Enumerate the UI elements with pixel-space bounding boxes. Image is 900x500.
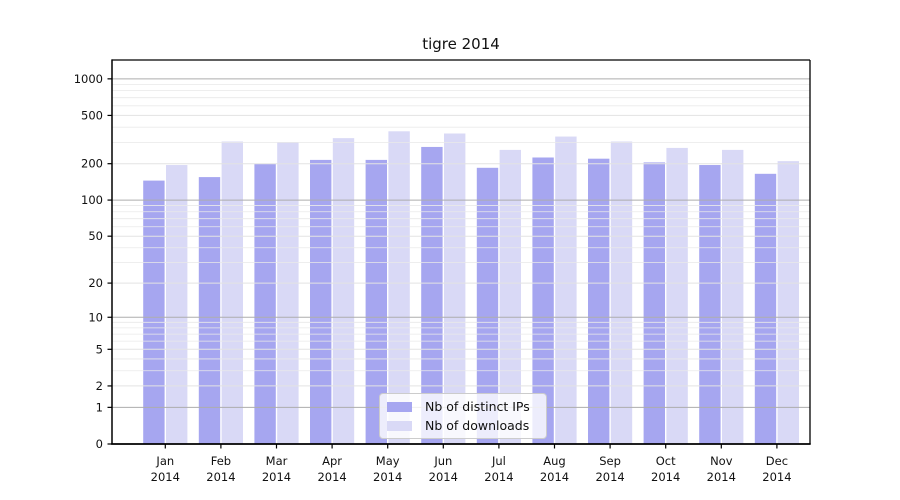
bar-downloads-mar	[277, 142, 299, 444]
ytick-label-1: 1	[96, 400, 103, 414]
bar-downloads-nov	[722, 149, 744, 445]
legend-item-downloads: Nb of downloads	[387, 418, 546, 433]
legend-label-downloads: Nb of downloads	[425, 418, 530, 433]
ytick-label-5: 5	[96, 342, 103, 356]
bar-downloads-apr	[332, 138, 355, 444]
bar-ips-jun	[421, 146, 443, 445]
legend-item-distinct-ips: Nb of distinct IPs	[387, 399, 546, 414]
xtick-label-apr: Apr 2014	[317, 454, 346, 484]
bar-downloads-feb	[221, 141, 243, 444]
xtick-label-jan: Jan 2014	[151, 454, 180, 484]
xtick-label-may: May 2014	[373, 454, 402, 484]
bar-downloads-aug	[555, 136, 577, 445]
ytick-label-10: 10	[88, 310, 103, 324]
bar-downloads-dec	[777, 161, 799, 444]
legend-swatch-downloads	[387, 420, 412, 431]
xtick-label-aug: Aug 2014	[540, 454, 569, 484]
xtick-label-dec: Dec 2014	[762, 454, 791, 484]
bar-ips-mar	[254, 163, 276, 444]
ytick-label-1000: 1000	[74, 72, 103, 86]
ytick-label-0: 0	[96, 437, 103, 451]
legend-swatch-distinct-ips	[387, 401, 412, 412]
ytick-label-50: 50	[88, 229, 103, 243]
ytick-label-20: 20	[88, 276, 103, 290]
bar-ips-jan	[143, 180, 165, 444]
bar-ips-may	[365, 159, 387, 444]
bar-ips-apr	[310, 159, 332, 444]
bar-downloads-oct	[666, 147, 688, 444]
bar-ips-nov	[699, 165, 721, 444]
ytick-label-100: 100	[81, 193, 103, 207]
bar-downloads-sep	[610, 141, 633, 444]
chart-title: tigre 2014	[422, 35, 500, 53]
bar-ips-feb	[198, 177, 221, 444]
bar-ips-jul	[476, 167, 499, 444]
legend-label-distinct-ips: Nb of distinct IPs	[425, 399, 530, 414]
bar-downloads-may	[388, 131, 410, 444]
xtick-label-sep: Sep 2014	[595, 454, 624, 484]
bar-downloads-jan	[166, 165, 188, 444]
xtick-label-feb: Feb 2014	[206, 454, 235, 484]
xtick-label-jun: Jun 2014	[429, 454, 458, 484]
bar-ips-sep	[588, 158, 610, 445]
bar-ips-dec	[754, 173, 777, 444]
legend: Nb of distinct IPs Nb of downloads	[379, 393, 547, 439]
ytick-label-2: 2	[96, 379, 103, 393]
ytick-label-500: 500	[81, 108, 103, 122]
bar-ips-oct	[643, 162, 665, 445]
bar-downloads-jun	[444, 133, 466, 445]
xtick-label-mar: Mar 2014	[262, 454, 291, 484]
bar-ips-aug	[532, 157, 554, 444]
xtick-label-nov: Nov 2014	[707, 454, 736, 484]
xtick-label-oct: Oct 2014	[651, 454, 680, 484]
xtick-label-jul: Jul 2014	[484, 454, 513, 484]
ytick-label-200: 200	[81, 157, 103, 171]
